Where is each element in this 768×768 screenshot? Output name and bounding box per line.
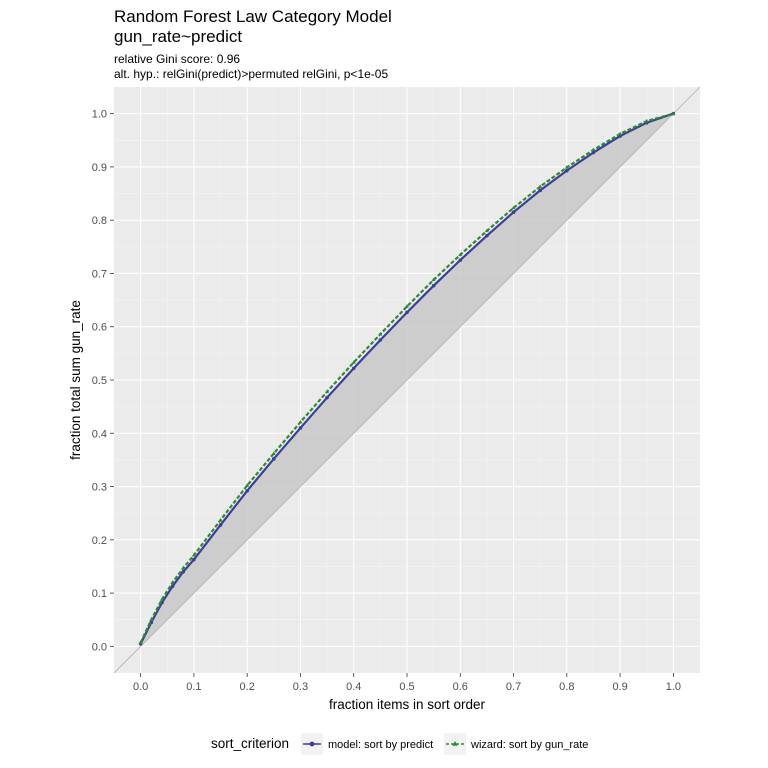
y-tick-label: 0.7	[92, 268, 107, 280]
series-point	[218, 523, 223, 527]
x-axis-title: fraction items in sort order	[329, 697, 486, 712]
legend-item-model: model: sort by predict	[301, 733, 433, 755]
series-point	[511, 205, 516, 210]
x-tick-label: 0.0	[133, 681, 148, 693]
series-point	[565, 168, 569, 173]
series-point	[298, 426, 303, 430]
x-tick-label: 0.9	[612, 681, 627, 693]
series-point	[351, 366, 356, 371]
y-tick-label: 0.1	[92, 588, 107, 600]
series-line	[139, 112, 674, 644]
legend-title: sort_criterion	[211, 736, 289, 751]
x-axis: 0.0 0.1 0.2 0.3 0.4 0.5 0.6 0.7 0.8 0.9 1.0	[133, 673, 681, 693]
series-wizard	[138, 111, 676, 644]
series-point	[170, 584, 175, 588]
series-point	[138, 640, 143, 644]
chart-subtitle-1: relative Gini score: 0.96	[114, 52, 240, 66]
y-tick-label: 0.3	[92, 482, 107, 494]
series-point	[538, 188, 542, 193]
diagonal-reference-line	[113, 86, 701, 674]
series-line	[139, 112, 674, 645]
series-point	[538, 184, 543, 188]
series-point	[191, 553, 196, 557]
y-tick-label: 0.9	[92, 162, 107, 174]
legend: sort_criterion model: sort by predict wiz…	[211, 733, 588, 755]
series-point	[644, 118, 649, 123]
series-point	[458, 258, 463, 262]
legend-key-marker	[309, 741, 315, 747]
series-point	[351, 360, 356, 364]
series-point	[618, 131, 623, 136]
series-point	[272, 457, 276, 461]
series-layer	[138, 111, 676, 646]
series-point	[405, 310, 409, 315]
x-tick-label: 0.3	[293, 681, 308, 693]
series-point	[298, 419, 303, 424]
series-point	[181, 569, 186, 574]
series-point	[181, 565, 186, 570]
series-point	[485, 233, 489, 238]
y-tick-label: 0.4	[92, 428, 107, 440]
series-point	[484, 228, 489, 233]
x-tick-label: 0.1	[186, 681, 201, 693]
y-tick-label: 0.0	[92, 641, 107, 653]
legend-item-wizard: wizard: sort by gun_rate	[444, 733, 588, 755]
series-point	[149, 617, 154, 622]
y-tick-label: 1.0	[92, 109, 107, 121]
chart-title-line2: gun_rate~predict	[114, 27, 242, 46]
y-tick-label: 0.6	[92, 322, 107, 334]
x-tick-label: 0.6	[453, 681, 468, 693]
x-tick-label: 1.0	[666, 681, 681, 693]
series-point	[671, 111, 676, 115]
x-tick-label: 0.4	[346, 681, 361, 693]
series-point	[170, 580, 175, 584]
series-point	[405, 304, 409, 308]
x-tick-label: 0.5	[399, 681, 414, 693]
y-tick-label: 0.8	[92, 215, 107, 227]
x-tick-label: 0.7	[506, 681, 521, 693]
series-point	[159, 597, 164, 601]
y-axis: 0.0 0.1 0.2 0.3 0.4 0.5 0.6 0.7 0.8 0.9 1.0	[92, 109, 114, 653]
series-point	[378, 331, 383, 336]
series-point	[245, 489, 249, 493]
series-point	[591, 147, 596, 152]
series-point	[245, 483, 250, 487]
legend-label: wizard: sort by gun_rate	[470, 739, 588, 751]
x-tick-label: 0.8	[559, 681, 574, 693]
series-point	[564, 165, 569, 169]
series-point	[325, 389, 330, 394]
series-point	[325, 395, 329, 400]
series-point	[431, 283, 436, 288]
chart-subtitle-2: alt. hyp.: relGini(predict)>permuted rel…	[114, 67, 388, 81]
series-point	[431, 277, 436, 282]
series-point	[192, 557, 196, 562]
x-tick-label: 0.2	[240, 681, 255, 693]
series-point	[458, 252, 463, 257]
y-tick-label: 0.5	[92, 375, 107, 387]
y-tick-label: 0.2	[92, 535, 107, 547]
grid-major	[114, 87, 700, 673]
legend-key-marker	[452, 741, 458, 746]
series-point	[511, 210, 516, 214]
y-axis-title: fraction total sum gun_rate	[68, 300, 83, 460]
series-point	[271, 451, 276, 455]
chart-title: Random Forest Law Category Model	[114, 7, 392, 26]
series-point	[218, 517, 223, 522]
series-point	[378, 338, 383, 342]
legend-label: model: sort by predict	[328, 739, 433, 751]
